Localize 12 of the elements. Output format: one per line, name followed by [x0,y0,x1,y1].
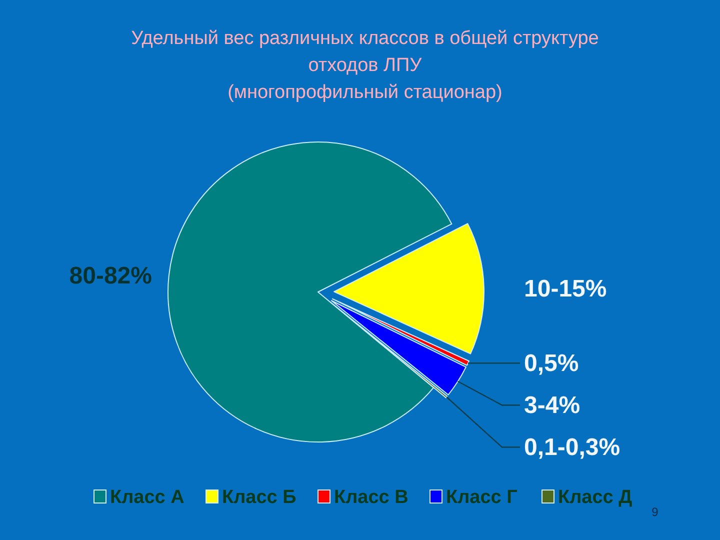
legend-label: Класс Д [558,487,633,508]
text: 3-4% [524,392,580,420]
text: 0,1-0,3% [524,434,620,462]
legend-label: Класс А [110,487,185,508]
text: 10-15% [524,275,607,302]
chart-title: Удельный вес различных классов в общей структуре отходов ЛПУ (многопрофильный стационар) [131,28,599,103]
legend-label: Класс Г [446,487,518,508]
data-label: 0,5% [524,350,579,378]
text: 9 [652,505,659,519]
legend-label: Класс Б [222,487,296,508]
legend-label: Класс В [334,487,408,508]
text: 80-82% [69,262,152,290]
